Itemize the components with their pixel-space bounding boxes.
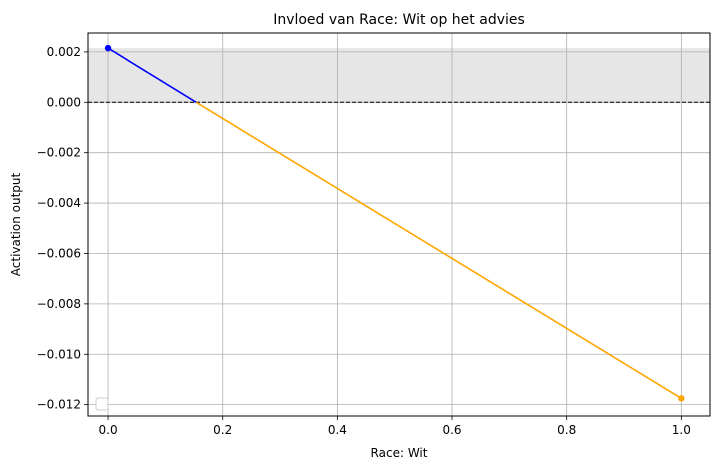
x-axis-label: Race: Wit xyxy=(371,446,428,460)
chart-title: Invloed van Race: Wit op het advies xyxy=(273,12,525,28)
tick-layer: 0.0 0.2 0.4 0.6 0.8 1.0 0.002 0.000 −0.002 −0.004… xyxy=(37,45,691,437)
shaded-band-layer xyxy=(88,48,710,103)
legend-box xyxy=(95,397,109,411)
data-point-1 xyxy=(104,44,112,52)
y-tick-label: −0.008 xyxy=(37,297,81,311)
y-tick-label: 0.002 xyxy=(47,45,81,59)
series-line-2 xyxy=(195,101,682,400)
data-point-2 xyxy=(678,395,685,402)
x-tick-label: 0.4 xyxy=(328,423,347,437)
grid-layer xyxy=(88,33,710,416)
series-layer xyxy=(107,47,682,400)
y-tick-label: −0.006 xyxy=(37,246,81,260)
y-tick-label: 0.000 xyxy=(47,95,81,109)
y-axis-label: Activation output xyxy=(9,172,23,276)
x-tick-label: 1.0 xyxy=(672,423,691,437)
y-tick-label: −0.012 xyxy=(37,398,81,412)
series-line-1 xyxy=(107,47,197,103)
plot-frame xyxy=(87,32,711,417)
y-tick-label: −0.010 xyxy=(37,347,81,361)
marker-layer xyxy=(104,44,685,402)
x-tick-label: 0.8 xyxy=(557,423,576,437)
shaded-band xyxy=(88,48,710,103)
y-tick-label: −0.002 xyxy=(37,146,81,160)
x-tick-label: 0.2 xyxy=(213,423,232,437)
y-tick-label: −0.004 xyxy=(37,196,81,210)
x-tick-label: 0.6 xyxy=(442,423,461,437)
x-tick-label: 0.0 xyxy=(99,423,118,437)
